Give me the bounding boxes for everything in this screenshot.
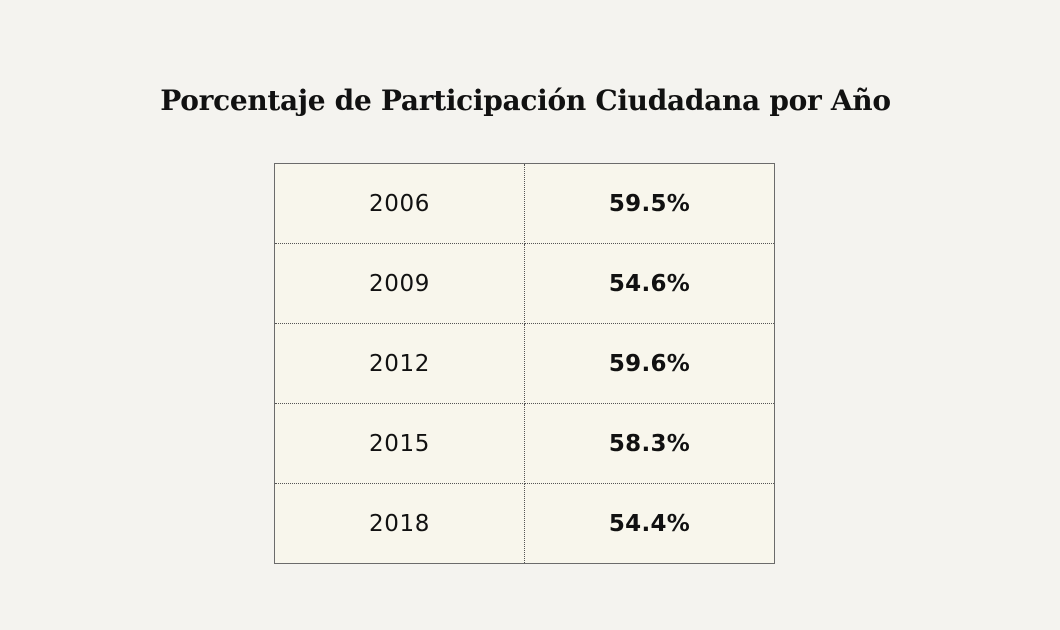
- table-row: 2018 54.4%: [274, 483, 775, 564]
- year-cell: 2006: [274, 163, 525, 244]
- year-cell: 2012: [274, 323, 525, 404]
- table-row: 2006 59.5%: [274, 163, 775, 244]
- table-row: 2015 58.3%: [274, 403, 775, 484]
- participation-value-cell: 54.6%: [524, 243, 775, 324]
- year-cell: 2015: [274, 403, 525, 484]
- year-cell: 2009: [274, 243, 525, 324]
- participation-table: 2006 59.5% 2009 54.6% 2012 59.6% 2015 58.3% 2018…: [274, 163, 775, 564]
- participation-value-cell: 59.6%: [524, 323, 775, 404]
- table-row: 2009 54.6%: [274, 243, 775, 324]
- participation-value-cell: 54.4%: [608, 510, 691, 537]
- participation-value-cell: 58.3%: [524, 403, 775, 484]
- table-row: 2012 59.6%: [274, 323, 775, 404]
- year-cell: 2018: [274, 483, 525, 564]
- table-body: 2006 59.5% 2009 54.6% 2012 59.6% 2015 58.3% 2018…: [274, 163, 775, 564]
- table-title: Porcentaje de Participación Ciudadana po…: [160, 84, 891, 117]
- participation-value-cell: 59.5%: [524, 163, 775, 244]
